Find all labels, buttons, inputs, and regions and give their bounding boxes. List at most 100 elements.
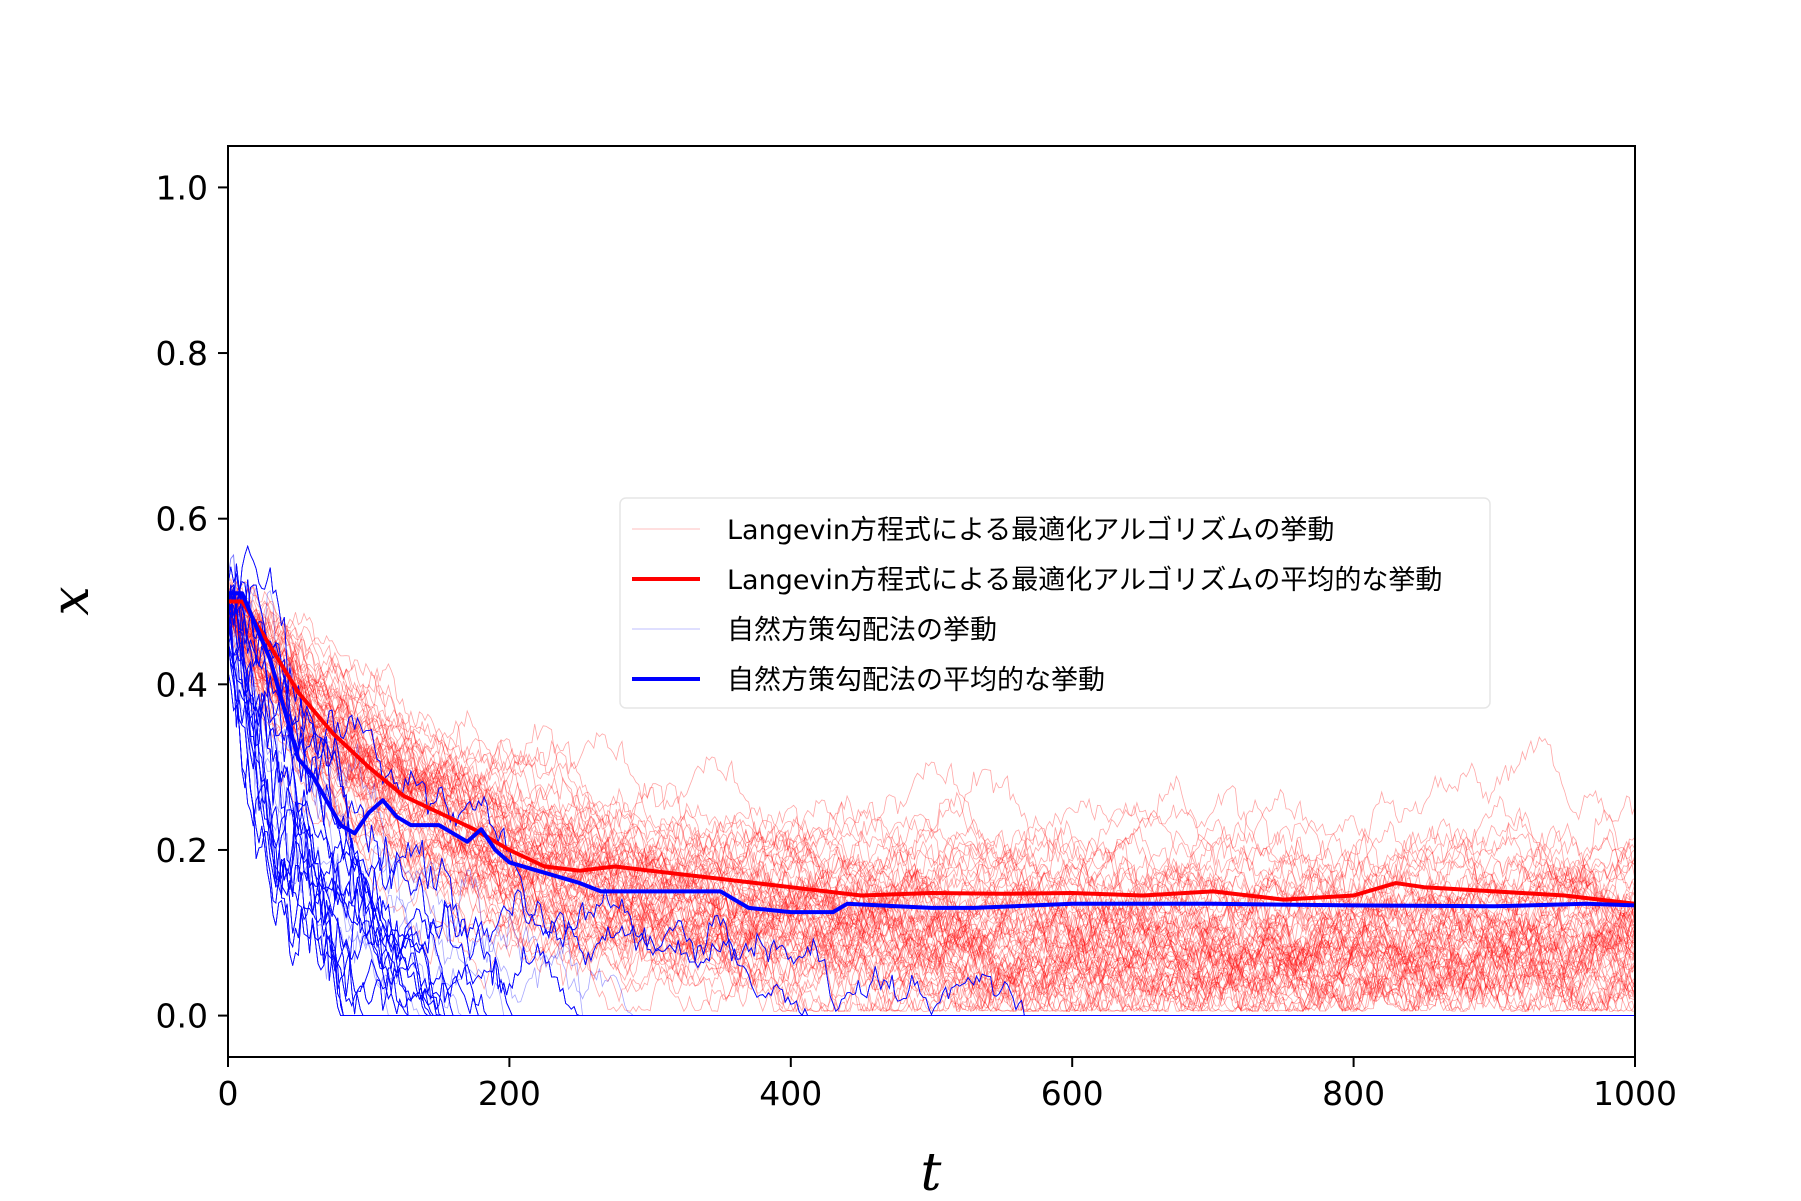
trajectory-line (228, 630, 1635, 1016)
trajectory-line (228, 621, 1635, 1012)
trajectory-line (228, 600, 1635, 1012)
trajectory-line (228, 623, 1635, 1016)
trajectory-line (228, 630, 1635, 1016)
trajectory-line (228, 671, 1635, 1016)
trajectory-line (228, 581, 1635, 1016)
trajectory-line (228, 588, 1635, 1016)
trajectory-line (228, 544, 1635, 1016)
trajectory-line (228, 605, 1635, 1016)
trajectory-line (228, 610, 1635, 1011)
trajectory-line (228, 640, 1635, 1016)
trajectory-line (228, 623, 1635, 1016)
trajectory-line (228, 644, 1635, 1016)
trajectory-line (228, 592, 1635, 974)
trajectory-line (228, 581, 1635, 1016)
trajectory-line (228, 593, 1635, 1012)
trajectory-line (228, 544, 1635, 1016)
trajectory-line (228, 608, 1635, 1016)
trajectory-line (228, 599, 1635, 1013)
trajectory-line (228, 644, 1635, 1016)
trajectory-line (228, 563, 1635, 1016)
trajectory-line (228, 600, 1635, 1012)
trajectory-line (228, 563, 1635, 1016)
trajectory-line (228, 600, 1635, 1016)
trajectory-line (228, 605, 1635, 1016)
trajectory-line (228, 588, 1635, 1016)
trajectory-line (228, 640, 1635, 1016)
trajectory-line (228, 644, 1635, 1016)
trajectory-line (228, 605, 1635, 1016)
trajectory-line (228, 589, 1635, 1016)
trajectory-line (228, 588, 1635, 1016)
x-tick-label: 200 (478, 1074, 541, 1113)
trajectory-line (228, 605, 1635, 1016)
trajectory-line (228, 605, 1635, 1016)
trajectory-line (228, 600, 1635, 986)
trajectory-line (228, 605, 1635, 1016)
trajectory-line (228, 607, 1635, 1012)
trajectory-line (228, 610, 1635, 1012)
trajectory-line (228, 581, 1635, 1016)
y-tick-label: 1.0 (156, 168, 208, 207)
trajectory-line (228, 579, 1635, 1016)
trajectory-line (228, 623, 1635, 1016)
x-tick-label: 800 (1322, 1074, 1385, 1113)
trajectory-line (228, 563, 1635, 1016)
trajectory-line (228, 589, 1635, 1016)
trajectory-line (228, 566, 1635, 1017)
y-tick-label: 0.8 (156, 334, 208, 373)
trajectory-line (228, 588, 1635, 1016)
trajectory-line (228, 644, 1635, 1016)
trajectory-line (228, 579, 1635, 976)
trajectory-line (228, 640, 1635, 1016)
trajectory-line (228, 544, 1635, 1016)
trajectory-line (228, 581, 1635, 1016)
legend-label: Langevin方程式による最適化アルゴリズムの平均的な挙動 (727, 565, 1442, 596)
trajectory-line (228, 640, 1635, 1016)
trajectory-line (228, 605, 1635, 1016)
trajectory-line (228, 630, 1635, 1016)
trajectory-line (228, 589, 1635, 1016)
legend-label: 自然方策勾配法の挙動 (727, 615, 997, 646)
trajectory-line (228, 614, 1635, 1012)
trajectory-line (228, 644, 1635, 1016)
trajectory-line (228, 644, 1635, 1016)
trajectory-line (228, 600, 1635, 1016)
trajectory-line (228, 605, 1635, 1016)
trajectory-line (228, 605, 1635, 1016)
trajectory-line (228, 544, 1635, 1016)
trajectory-line (228, 633, 1635, 1016)
trajectory-line (228, 588, 1635, 1016)
trajectory-line (228, 605, 1635, 1016)
trajectory-line (228, 610, 1635, 957)
trajectory-line (228, 589, 1635, 1016)
trajectory-line (228, 544, 1635, 1016)
trajectory-line (228, 590, 1635, 1016)
trajectory-line (228, 595, 1635, 998)
trajectory-line (228, 599, 1635, 1012)
trajectory-line (228, 594, 1635, 1013)
trajectory-line (228, 602, 1635, 1016)
trajectory-line (228, 579, 1635, 1016)
trajectory-line (228, 581, 1635, 1016)
trajectory-line (228, 605, 1635, 1016)
axis-ticks: 0 200 400 600 800 1000 0.0 0.2 0.4 0.6 0.8 1.0 (156, 168, 1677, 1113)
trajectory-line (228, 630, 1635, 1016)
trajectory-line (228, 640, 1635, 1016)
trajectory-line (228, 641, 1635, 1016)
trajectory-line (228, 596, 1635, 1013)
trajectory-line (228, 579, 1635, 1016)
trajectory-line (228, 579, 1635, 1016)
trajectory-line (228, 566, 1635, 1017)
trajectory-line (228, 594, 1635, 1013)
trajectory-line (228, 587, 1635, 950)
trajectory-line (228, 581, 1635, 1016)
trajectory-line (228, 605, 1635, 1016)
trajectory-line (228, 610, 1635, 1013)
trajectory-line (228, 566, 1635, 1017)
mean-lines (228, 591, 1635, 915)
trajectory-line (228, 607, 1635, 1012)
trajectory-line (228, 623, 1635, 1016)
legend-label: Langevin方程式による最適化アルゴリズムの挙動 (727, 515, 1334, 546)
